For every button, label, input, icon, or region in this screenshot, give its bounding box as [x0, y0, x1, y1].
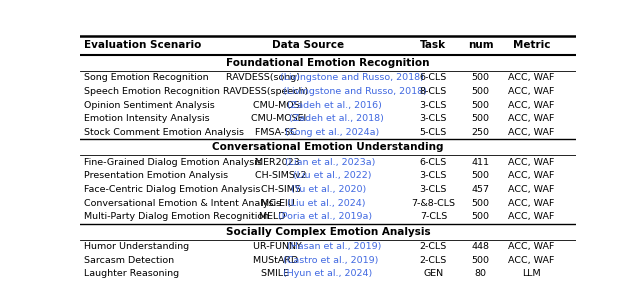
Text: Face-Centric Dialog Emotion Analysis: Face-Centric Dialog Emotion Analysis — [84, 185, 260, 194]
Text: ACC, WAF: ACC, WAF — [508, 185, 554, 194]
Text: MER2023: MER2023 — [255, 158, 303, 167]
Text: Opinion Sentiment Analysis: Opinion Sentiment Analysis — [84, 101, 214, 110]
Text: 250: 250 — [472, 128, 490, 137]
Text: Data Source: Data Source — [272, 40, 344, 50]
Text: Speech Emotion Recognition: Speech Emotion Recognition — [84, 87, 220, 96]
Text: 500: 500 — [472, 73, 490, 82]
Text: SMILE: SMILE — [260, 269, 292, 278]
Text: Socially Complex Emotion Analysis: Socially Complex Emotion Analysis — [226, 227, 430, 237]
Text: 411: 411 — [472, 158, 490, 167]
Text: 2-CLS: 2-CLS — [420, 242, 447, 251]
Text: 7-CLS: 7-CLS — [420, 212, 447, 222]
Text: 3-CLS: 3-CLS — [420, 101, 447, 110]
Text: Fine-Grained Dialog Emotion Analysis: Fine-Grained Dialog Emotion Analysis — [84, 158, 262, 167]
Text: CMU-MOSI: CMU-MOSI — [253, 101, 305, 110]
Text: ACC, WAF: ACC, WAF — [508, 158, 554, 167]
Text: 500: 500 — [472, 212, 490, 222]
Text: Presentation Emotion Analysis: Presentation Emotion Analysis — [84, 171, 228, 180]
Text: Song Emotion Recognition: Song Emotion Recognition — [84, 73, 209, 82]
Text: ACC, WAF: ACC, WAF — [508, 128, 554, 137]
Text: 8-CLS: 8-CLS — [420, 87, 447, 96]
Text: 3-CLS: 3-CLS — [420, 185, 447, 194]
Text: ACC, WAF: ACC, WAF — [508, 101, 554, 110]
Text: ACC, WAF: ACC, WAF — [508, 73, 554, 82]
Text: LLM: LLM — [522, 269, 541, 278]
Text: (Castro et al., 2019): (Castro et al., 2019) — [284, 256, 379, 265]
Text: ACC, WAF: ACC, WAF — [508, 256, 554, 265]
Text: (Zadeh et al., 2016): (Zadeh et al., 2016) — [287, 101, 382, 110]
Text: RAVDESS(song): RAVDESS(song) — [227, 73, 303, 82]
Text: CH-SIMSv2: CH-SIMSv2 — [255, 171, 309, 180]
Text: CH-SIMS: CH-SIMS — [260, 185, 303, 194]
Text: 500: 500 — [472, 114, 490, 123]
Text: Humor Understanding: Humor Understanding — [84, 242, 189, 251]
Text: 457: 457 — [472, 185, 490, 194]
Text: (Hasan et al., 2019): (Hasan et al., 2019) — [287, 242, 381, 251]
Text: Laughter Reasoning: Laughter Reasoning — [84, 269, 179, 278]
Text: num: num — [468, 40, 493, 50]
Text: MELD: MELD — [259, 212, 288, 222]
Text: ACC, WAF: ACC, WAF — [508, 242, 554, 251]
Text: 500: 500 — [472, 101, 490, 110]
Text: CMU-MOSEI: CMU-MOSEI — [251, 114, 309, 123]
Text: (Livingstone and Russo, 2018): (Livingstone and Russo, 2018) — [280, 73, 424, 82]
Text: (Liu et al., 2024): (Liu et al., 2024) — [287, 199, 365, 208]
Text: ACC, WAF: ACC, WAF — [508, 87, 554, 96]
Text: Sarcasm Detection: Sarcasm Detection — [84, 256, 174, 265]
Text: (Hyun et al., 2024): (Hyun et al., 2024) — [284, 269, 372, 278]
Text: 5-CLS: 5-CLS — [420, 128, 447, 137]
Text: (Poria et al., 2019a): (Poria et al., 2019a) — [278, 212, 372, 222]
Text: Metric: Metric — [513, 40, 550, 50]
Text: Foundational Emotion Recognition: Foundational Emotion Recognition — [227, 58, 429, 68]
Text: 3-CLS: 3-CLS — [420, 114, 447, 123]
Text: FMSA-SC: FMSA-SC — [255, 128, 300, 137]
Text: MC-EIU: MC-EIU — [260, 199, 298, 208]
Text: ACC, WAF: ACC, WAF — [508, 212, 554, 222]
Text: 80: 80 — [474, 269, 486, 278]
Text: Conversational Emotion & Intent Analysis: Conversational Emotion & Intent Analysis — [84, 199, 281, 208]
Text: 6-CLS: 6-CLS — [420, 73, 447, 82]
Text: 2-CLS: 2-CLS — [420, 256, 447, 265]
Text: Stock Comment Emotion Analysis: Stock Comment Emotion Analysis — [84, 128, 244, 137]
Text: 448: 448 — [472, 242, 490, 251]
Text: (Liu et al., 2022): (Liu et al., 2022) — [293, 171, 371, 180]
Text: 7-&8-CLS: 7-&8-CLS — [412, 199, 456, 208]
Text: 500: 500 — [472, 87, 490, 96]
Text: (Yu et al., 2020): (Yu et al., 2020) — [291, 185, 366, 194]
Text: Emotion Intensity Analysis: Emotion Intensity Analysis — [84, 114, 209, 123]
Text: UR-FUNNY: UR-FUNNY — [253, 242, 305, 251]
Text: (Song et al., 2024a): (Song et al., 2024a) — [285, 128, 380, 137]
Text: 500: 500 — [472, 199, 490, 208]
Text: 3-CLS: 3-CLS — [420, 171, 447, 180]
Text: Multi-Party Dialog Emotion Recognition: Multi-Party Dialog Emotion Recognition — [84, 212, 269, 222]
Text: RAVDESS(speech): RAVDESS(speech) — [223, 87, 311, 96]
Text: ACC, WAF: ACC, WAF — [508, 114, 554, 123]
Text: 500: 500 — [472, 256, 490, 265]
Text: (Lian et al., 2023a): (Lian et al., 2023a) — [285, 158, 376, 167]
Text: 500: 500 — [472, 171, 490, 180]
Text: Task: Task — [420, 40, 447, 50]
Text: GEN: GEN — [423, 269, 444, 278]
Text: (Zadeh et al., 2018): (Zadeh et al., 2018) — [289, 114, 384, 123]
Text: ACC, WAF: ACC, WAF — [508, 171, 554, 180]
Text: Conversational Emotion Understanding: Conversational Emotion Understanding — [212, 142, 444, 152]
Text: 6-CLS: 6-CLS — [420, 158, 447, 167]
Text: Evaluation Scenario: Evaluation Scenario — [84, 40, 202, 50]
Text: (Livingstone and Russo, 2018): (Livingstone and Russo, 2018) — [284, 87, 428, 96]
Text: ACC, WAF: ACC, WAF — [508, 199, 554, 208]
Text: MUStARD: MUStARD — [253, 256, 301, 265]
